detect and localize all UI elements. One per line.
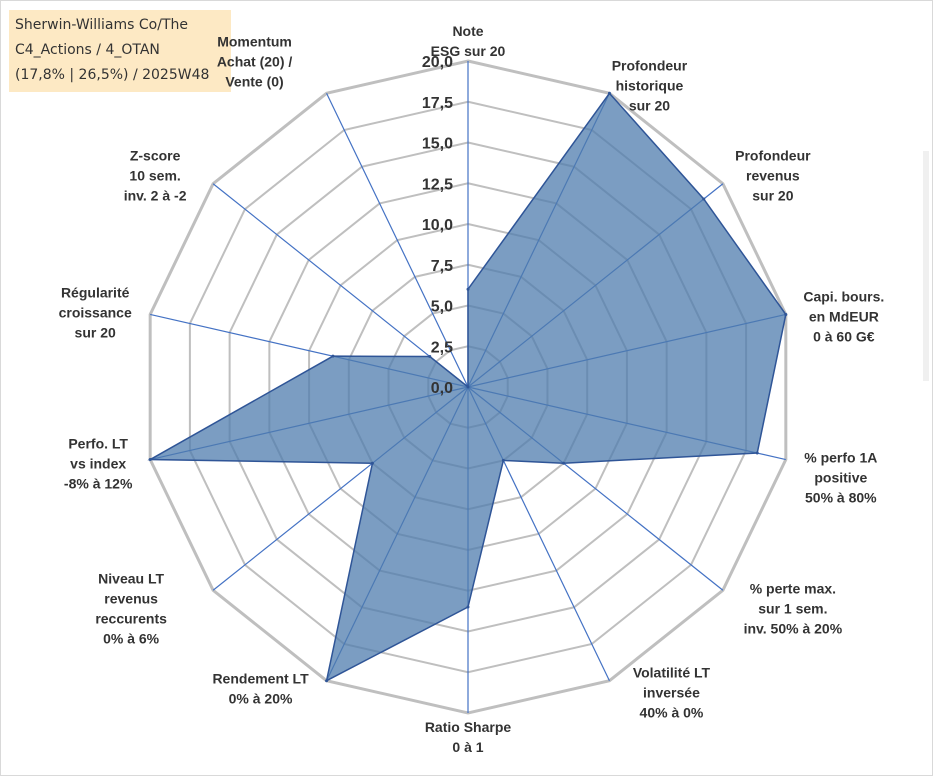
axis-label-line: Régularité	[61, 284, 130, 300]
data-point-14	[466, 385, 470, 389]
axis-label-line: 10 sem.	[129, 168, 180, 184]
axis-label-line: ESG sur 20	[431, 43, 506, 59]
title-box: Sherwin-Williams Co/The C4_Actions / 4_O…	[9, 10, 231, 92]
axis-label-line: reccurents	[95, 610, 167, 626]
data-point-12	[331, 354, 335, 358]
axis-label-line: sur 1 sem.	[758, 600, 827, 616]
axis-label-line: inv. 2 à -2	[124, 188, 187, 204]
scrollbar[interactable]	[923, 151, 929, 381]
axis-label-line: sur 20	[752, 188, 793, 204]
axis-label-line: % perte max.	[750, 580, 836, 596]
spoke-14	[326, 93, 469, 388]
tick-label: 5,0	[431, 299, 453, 316]
axis-label-line: inversée	[643, 685, 700, 701]
axis-label-line: 40% à 0%	[640, 705, 704, 721]
data-point-10	[370, 461, 374, 465]
axis-label-line: revenus	[104, 590, 158, 606]
axis-label-line: Ratio Sharpe	[425, 719, 512, 735]
axis-label-11: Perfo. LT vs index -8% à 12%	[64, 436, 133, 492]
title-line-3: (17,8% | 26,5%) / 2025W48	[15, 67, 210, 83]
tick-label: 0,0	[431, 380, 453, 397]
axis-label-3: Profondeur revenus sur 20	[735, 148, 811, 204]
axis-label-9: Rendement LT 0% à 20%	[212, 671, 309, 707]
data-point-4	[784, 312, 788, 316]
data-point-9	[325, 679, 329, 683]
axis-label-line: positive	[814, 470, 867, 486]
axis-label-line: Profondeur	[612, 57, 688, 73]
data-point-1	[466, 287, 470, 291]
axis-label-line: Note	[452, 23, 483, 39]
axis-label-7: Volatilité LT inversée 40% à 0%	[633, 665, 711, 721]
axis-label-line: -8% à 12%	[64, 476, 133, 492]
axis-label-line: Momentum	[217, 33, 292, 49]
axis-label-line: Achat (20) /	[217, 53, 293, 69]
data-point-2	[607, 91, 611, 95]
tick-label: 17,5	[422, 95, 453, 112]
tick-label: 20,0	[422, 54, 453, 71]
axis-label-line: Perfo. LT	[68, 436, 128, 452]
tick-label: 12,5	[422, 176, 453, 193]
tick-label: 10,0	[422, 217, 453, 234]
axis-label-1: Note ESG sur 20	[431, 23, 506, 59]
axis-label-13: Z-score 10 sem. inv. 2 à -2	[124, 148, 187, 204]
title-line-1: Sherwin-Williams Co/The	[15, 17, 188, 33]
axis-label-6: % perte max. sur 1 sem. inv. 50% à 20%	[744, 580, 843, 636]
axis-label-line: en MdEUR	[809, 308, 879, 324]
axis-label-line: Vente (0)	[225, 73, 283, 89]
axis-label-line: vs index	[70, 456, 126, 472]
radial-tick-labels: 0,0 2,5 5,0 7,5 10,0 12,5 15,0 17,5 20,0	[422, 54, 453, 397]
axis-label-line: 0 à 1	[452, 739, 483, 755]
axis-label-line: 0% à 20%	[229, 691, 293, 707]
title-line-2: C4_Actions / 4_OTAN	[15, 42, 160, 58]
data-point-13	[428, 355, 432, 359]
data-point-5	[755, 451, 759, 455]
tick-label: 15,0	[422, 136, 453, 153]
axis-label-line: revenus	[746, 168, 800, 184]
data-point-8	[466, 605, 470, 609]
tick-label: 2,5	[431, 339, 453, 356]
axis-label-line: Volatilité LT	[633, 665, 711, 681]
axis-label-line: Rendement LT	[212, 671, 309, 687]
tick-label: 7,5	[431, 258, 453, 275]
data-point-7	[501, 458, 505, 462]
axis-label-line: 50% à 80%	[805, 490, 877, 506]
axis-label-line: historique	[616, 77, 684, 93]
axis-label-line: inv. 50% à 20%	[744, 620, 843, 636]
axis-label-line: croissance	[59, 304, 132, 320]
axis-label-line: Niveau LT	[98, 570, 164, 586]
axis-label-line: sur 20	[629, 97, 670, 113]
axis-label-14: Momentum Achat (20) / Vente (0)	[217, 33, 293, 89]
data-point-3	[702, 197, 706, 201]
axis-label-4: Capi. bours. en MdEUR 0 à 60 G€	[803, 288, 884, 344]
axis-label-line: 0% à 6%	[103, 630, 160, 646]
axis-label-8: Ratio Sharpe 0 à 1	[425, 719, 512, 755]
axis-label-line: Capi. bours.	[803, 288, 884, 304]
axis-label-line: Profondeur	[735, 148, 811, 164]
data-point-6	[562, 461, 566, 465]
axis-label-line: Z-score	[130, 148, 181, 164]
axis-label-5: % perfo 1A positive 50% à 80%	[804, 450, 877, 506]
axis-label-10: Niveau LT revenus reccurents 0% à 6%	[95, 570, 167, 646]
radar-series	[147, 91, 788, 683]
data-point-11	[148, 458, 152, 462]
axis-label-2: Profondeur historique sur 20	[612, 57, 688, 113]
axis-label-12: Régularité croissance sur 20	[59, 284, 132, 340]
axis-label-line: 0 à 60 G€	[813, 328, 875, 344]
axis-labels: Note ESG sur 20 Profondeur historique sur 20…	[59, 23, 885, 755]
axis-label-line: sur 20	[75, 324, 116, 340]
axis-label-line: % perfo 1A	[804, 450, 877, 466]
spoke-13	[212, 183, 469, 388]
